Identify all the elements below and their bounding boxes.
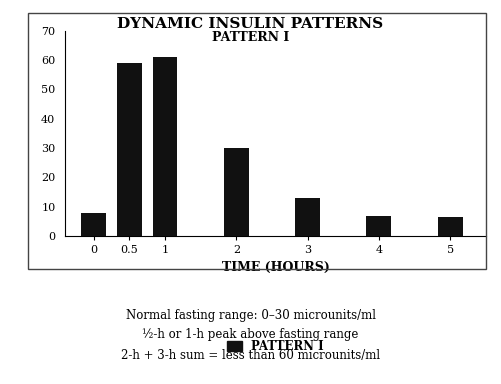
Bar	[367, 216, 391, 236]
Bar	[117, 63, 142, 236]
Bar	[438, 217, 463, 236]
Bar	[81, 213, 106, 236]
Bar	[152, 57, 177, 236]
Bar	[224, 148, 249, 236]
Text: PATTERN I: PATTERN I	[212, 31, 289, 45]
Legend: PATTERN I: PATTERN I	[223, 335, 328, 358]
Text: ½-h or 1-h peak above fasting range: ½-h or 1-h peak above fasting range	[142, 328, 359, 341]
Text: 2-h + 3-h sum = less than 60 microunits/ml: 2-h + 3-h sum = less than 60 microunits/…	[121, 349, 380, 362]
Text: DYNAMIC INSULIN PATTERNS: DYNAMIC INSULIN PATTERNS	[117, 17, 384, 31]
Bar	[295, 198, 320, 236]
X-axis label: TIME (HOURS): TIME (HOURS)	[221, 261, 330, 274]
Text: Normal fasting range: 0–30 microunits/ml: Normal fasting range: 0–30 microunits/ml	[125, 309, 376, 322]
